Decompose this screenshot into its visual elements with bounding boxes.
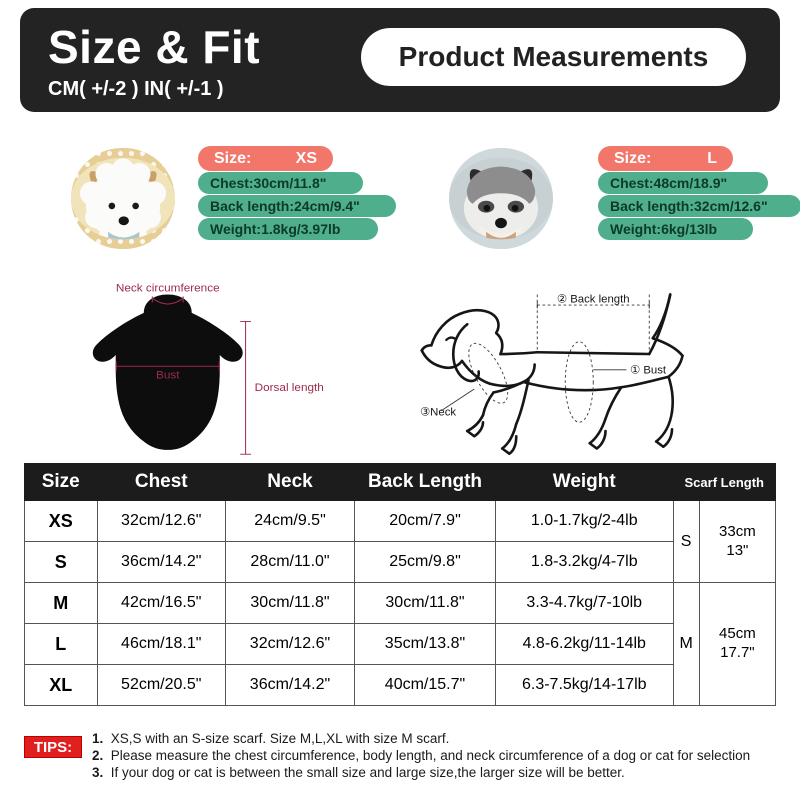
svg-text:② Back length: ② Back length xyxy=(557,293,630,305)
svg-text:Dorsal length: Dorsal length xyxy=(255,383,324,394)
svg-text:③Neck: ③Neck xyxy=(420,406,456,418)
svg-text:Neck circumference: Neck circumference xyxy=(116,283,220,294)
svg-text:Bust: Bust xyxy=(156,370,180,381)
svg-text:① Bust: ① Bust xyxy=(630,364,667,376)
